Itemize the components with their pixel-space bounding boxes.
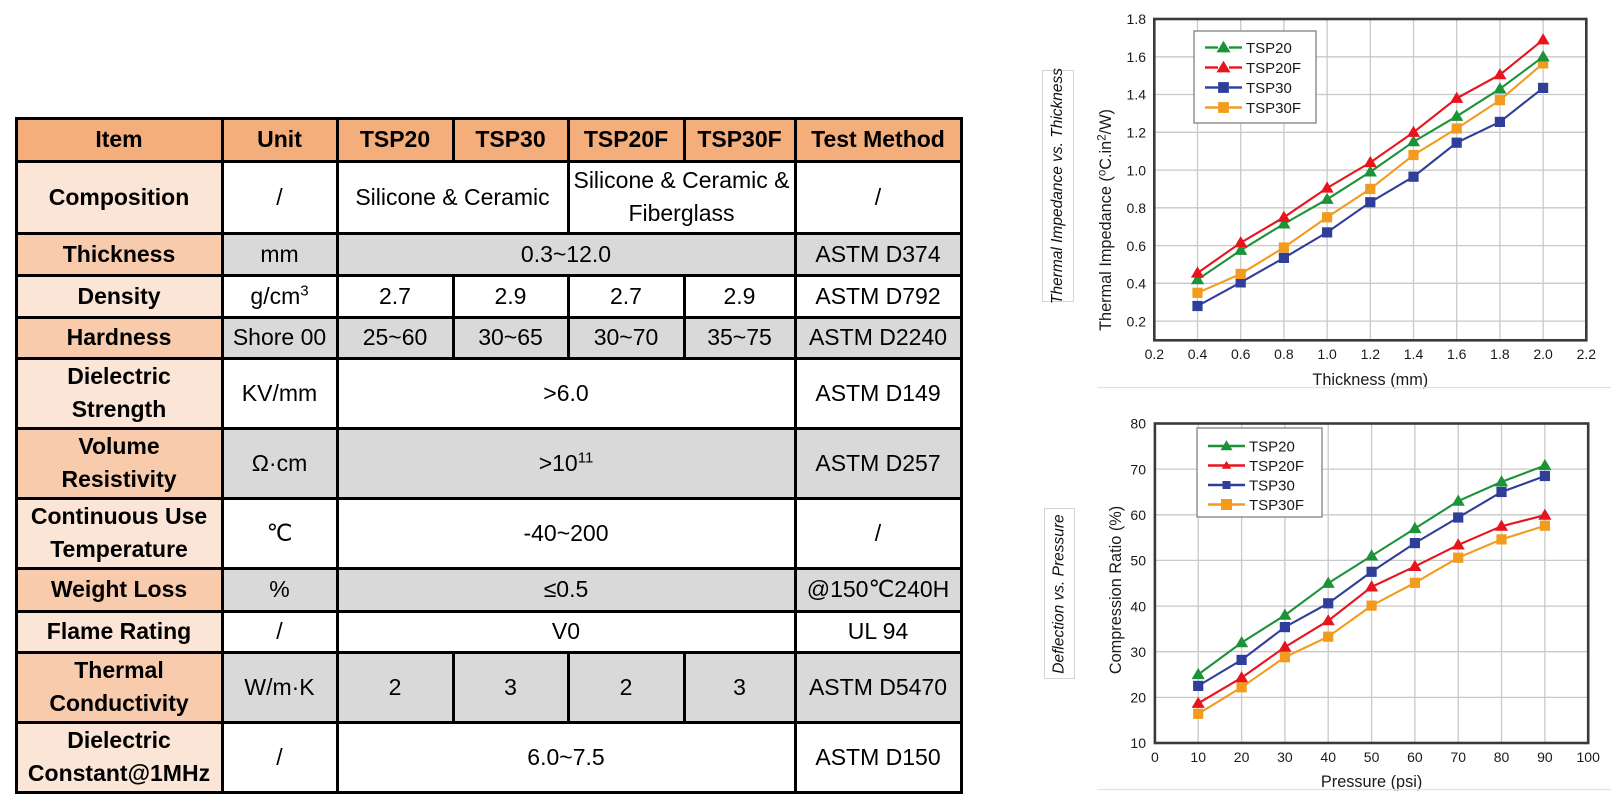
svg-text:1.2: 1.2 bbox=[1361, 346, 1381, 362]
svg-text:20: 20 bbox=[1130, 690, 1146, 706]
svg-text:0.8: 0.8 bbox=[1274, 346, 1294, 362]
svg-text:40: 40 bbox=[1130, 598, 1146, 614]
svg-text:1.0: 1.0 bbox=[1317, 346, 1337, 362]
svg-text:0.6: 0.6 bbox=[1127, 238, 1147, 254]
svg-text:0.2: 0.2 bbox=[1145, 346, 1165, 362]
svg-text:100: 100 bbox=[1577, 749, 1601, 765]
svg-text:Compression Ratio (%): Compression Ratio (%) bbox=[1107, 506, 1125, 674]
svg-text:80: 80 bbox=[1494, 749, 1510, 765]
svg-text:0.4: 0.4 bbox=[1127, 276, 1147, 292]
svg-text:0.6: 0.6 bbox=[1231, 346, 1251, 362]
svg-text:1.4: 1.4 bbox=[1127, 87, 1147, 103]
svg-text:50: 50 bbox=[1130, 553, 1146, 569]
svg-text:60: 60 bbox=[1130, 507, 1146, 523]
svg-text:90: 90 bbox=[1537, 749, 1553, 765]
svg-text:0.4: 0.4 bbox=[1188, 346, 1208, 362]
svg-text:1.8: 1.8 bbox=[1490, 346, 1510, 362]
svg-text:1.2: 1.2 bbox=[1127, 125, 1147, 141]
svg-text:2.0: 2.0 bbox=[1533, 346, 1553, 362]
svg-text:0: 0 bbox=[1151, 749, 1159, 765]
svg-text:1.0: 1.0 bbox=[1127, 162, 1147, 178]
svg-text:60: 60 bbox=[1407, 749, 1423, 765]
svg-text:1.6: 1.6 bbox=[1447, 346, 1467, 362]
svg-text:80: 80 bbox=[1130, 416, 1146, 432]
svg-text:Pressure (psi): Pressure (psi) bbox=[1321, 773, 1422, 791]
svg-text:TSP20F: TSP20F bbox=[1249, 458, 1304, 475]
svg-text:10: 10 bbox=[1190, 749, 1206, 765]
svg-text:TSP20F: TSP20F bbox=[1246, 60, 1301, 77]
svg-text:TSP30: TSP30 bbox=[1249, 478, 1295, 495]
svg-text:10: 10 bbox=[1130, 735, 1146, 751]
svg-text:TSP30F: TSP30F bbox=[1246, 100, 1301, 117]
svg-text:30: 30 bbox=[1130, 644, 1146, 660]
svg-text:TSP30: TSP30 bbox=[1246, 80, 1292, 97]
svg-text:1.8: 1.8 bbox=[1127, 11, 1147, 27]
svg-text:70: 70 bbox=[1130, 461, 1146, 477]
svg-text:30: 30 bbox=[1277, 749, 1293, 765]
svg-text:20: 20 bbox=[1234, 749, 1250, 765]
svg-text:Thickness (mm): Thickness (mm) bbox=[1312, 371, 1428, 389]
svg-text:70: 70 bbox=[1450, 749, 1466, 765]
svg-text:50: 50 bbox=[1364, 749, 1380, 765]
svg-text:2.2: 2.2 bbox=[1577, 346, 1597, 362]
svg-text:1.6: 1.6 bbox=[1127, 49, 1147, 65]
svg-text:Thermal Impedance (oC.in2/W): Thermal Impedance (oC.in2/W) bbox=[1097, 109, 1116, 331]
svg-text:TSP20: TSP20 bbox=[1249, 439, 1295, 456]
svg-text:1.4: 1.4 bbox=[1404, 346, 1424, 362]
svg-text:TSP20: TSP20 bbox=[1246, 40, 1292, 57]
svg-text:40: 40 bbox=[1320, 749, 1336, 765]
svg-text:TSP30F: TSP30F bbox=[1249, 497, 1304, 514]
svg-text:0.8: 0.8 bbox=[1127, 200, 1147, 216]
svg-text:0.2: 0.2 bbox=[1127, 313, 1147, 329]
